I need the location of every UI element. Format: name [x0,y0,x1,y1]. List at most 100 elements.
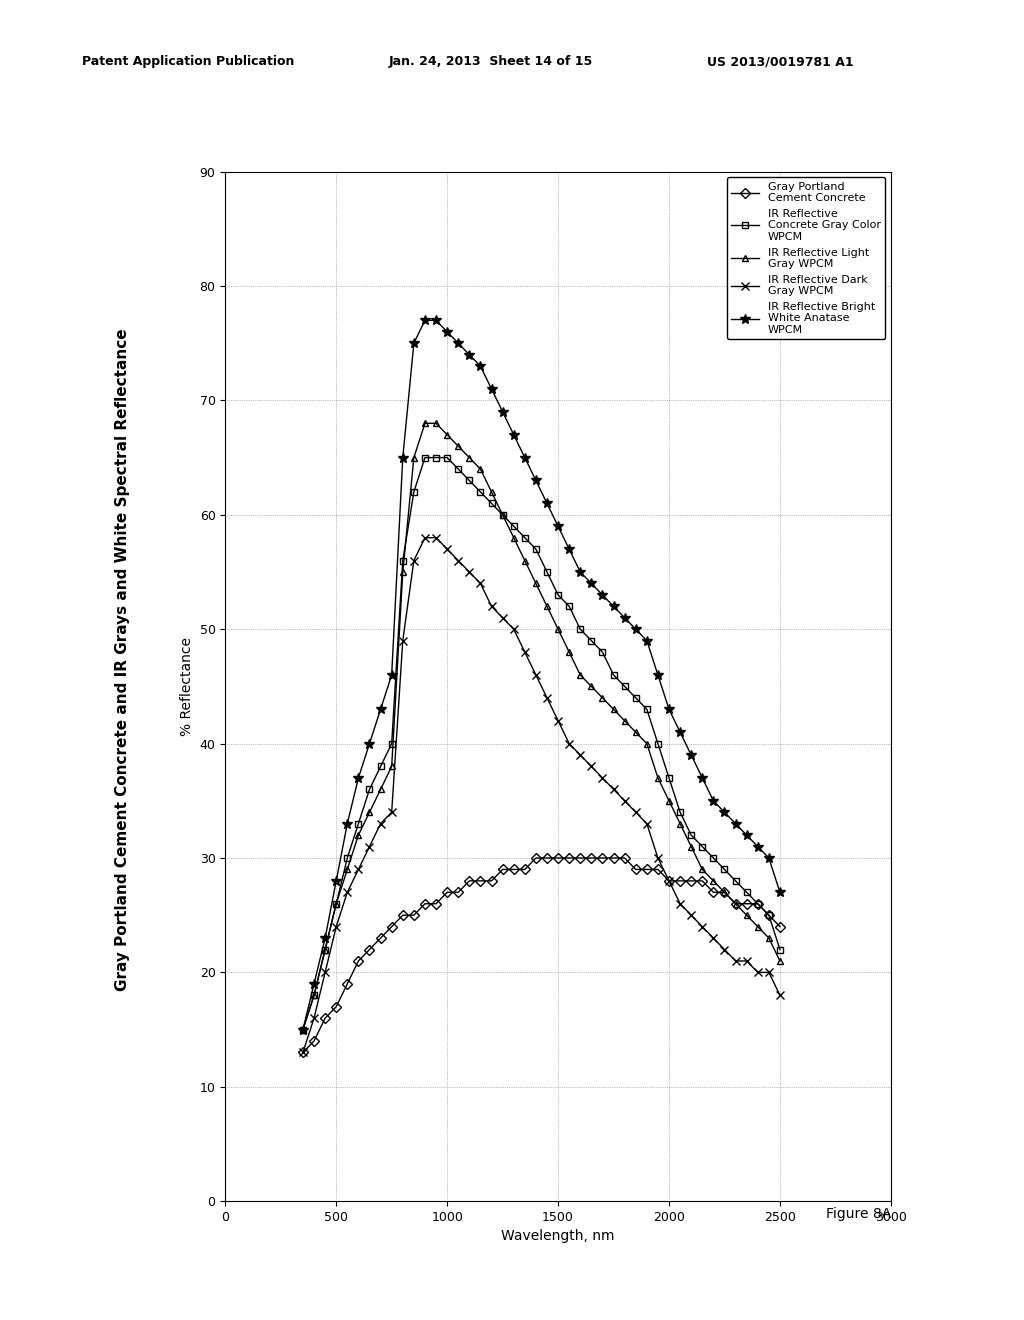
Gray Portland
Cement Concrete [651,862,664,878]
IR Reflective Bright
White Anatase
WPCM [729,816,741,832]
IR Reflective Dark
Gray WPCM [774,987,786,1003]
IR Reflective Bright
White Anatase
WPCM [319,931,332,946]
IR Reflective Bright
White Anatase
WPCM [618,610,631,626]
IR Reflective Light
Gray WPCM [297,1022,309,1038]
IR Reflective
Concrete Gray Color
WPCM [563,598,575,614]
IR Reflective
Concrete Gray Color
WPCM [596,644,608,660]
IR Reflective Dark
Gray WPCM [408,553,420,569]
IR Reflective
Concrete Gray Color
WPCM [430,450,442,466]
IR Reflective Dark
Gray WPCM [474,576,486,591]
IR Reflective
Concrete Gray Color
WPCM [297,1022,309,1038]
X-axis label: Wavelength, nm: Wavelength, nm [502,1229,614,1243]
IR Reflective Light
Gray WPCM [651,770,664,785]
IR Reflective Dark
Gray WPCM [596,770,608,785]
IR Reflective
Concrete Gray Color
WPCM [463,473,475,488]
IR Reflective Light
Gray WPCM [308,987,321,1003]
Gray Portland
Cement Concrete [574,850,587,866]
IR Reflective Dark
Gray WPCM [719,941,731,957]
IR Reflective Dark
Gray WPCM [453,553,465,569]
IR Reflective Light
Gray WPCM [740,907,753,923]
IR Reflective Light
Gray WPCM [618,713,631,729]
IR Reflective Dark
Gray WPCM [364,838,376,854]
IR Reflective Bright
White Anatase
WPCM [708,793,720,809]
Gray Portland
Cement Concrete [474,873,486,888]
IR Reflective Bright
White Anatase
WPCM [674,725,686,741]
IR Reflective
Concrete Gray Color
WPCM [485,495,498,511]
Gray Portland
Cement Concrete [607,850,620,866]
IR Reflective Light
Gray WPCM [685,838,697,854]
IR Reflective
Concrete Gray Color
WPCM [663,770,675,785]
IR Reflective Dark
Gray WPCM [708,931,720,946]
IR Reflective Light
Gray WPCM [586,678,598,694]
Line: IR Reflective Dark
Gray WPCM: IR Reflective Dark Gray WPCM [299,533,784,1056]
IR Reflective Light
Gray WPCM [663,793,675,809]
IR Reflective
Concrete Gray Color
WPCM [497,507,509,523]
IR Reflective Bright
White Anatase
WPCM [408,335,420,351]
IR Reflective Dark
Gray WPCM [385,804,397,820]
IR Reflective Bright
White Anatase
WPCM [641,632,653,648]
Line: IR Reflective Bright
White Anatase
WPCM: IR Reflective Bright White Anatase WPCM [298,315,784,1035]
IR Reflective Bright
White Anatase
WPCM [375,701,387,717]
Gray Portland
Cement Concrete [674,873,686,888]
IR Reflective
Concrete Gray Color
WPCM [685,828,697,843]
IR Reflective Bright
White Anatase
WPCM [763,850,775,866]
Gray Portland
Cement Concrete [385,919,397,935]
IR Reflective Light
Gray WPCM [607,701,620,717]
IR Reflective Light
Gray WPCM [729,896,741,912]
Line: IR Reflective
Concrete Gray Color
WPCM: IR Reflective Concrete Gray Color WPCM [299,454,783,1034]
IR Reflective Bright
White Anatase
WPCM [586,576,598,591]
IR Reflective Bright
White Anatase
WPCM [330,873,342,888]
Gray Portland
Cement Concrete [586,850,598,866]
IR Reflective Light
Gray WPCM [430,416,442,432]
Gray Portland
Cement Concrete [563,850,575,866]
IR Reflective
Concrete Gray Color
WPCM [385,735,397,751]
Gray Portland
Cement Concrete [529,850,542,866]
IR Reflective Dark
Gray WPCM [586,759,598,775]
IR Reflective Dark
Gray WPCM [529,667,542,682]
IR Reflective Dark
Gray WPCM [297,1044,309,1060]
Gray Portland
Cement Concrete [485,873,498,888]
IR Reflective
Concrete Gray Color
WPCM [719,862,731,878]
IR Reflective
Concrete Gray Color
WPCM [319,941,332,957]
Gray Portland
Cement Concrete [685,873,697,888]
IR Reflective Dark
Gray WPCM [607,781,620,797]
IR Reflective
Concrete Gray Color
WPCM [607,667,620,682]
Gray Portland
Cement Concrete [352,953,365,969]
Text: US 2013/0019781 A1: US 2013/0019781 A1 [707,55,853,69]
IR Reflective Dark
Gray WPCM [752,965,764,981]
IR Reflective Dark
Gray WPCM [574,747,587,763]
IR Reflective Light
Gray WPCM [352,828,365,843]
IR Reflective
Concrete Gray Color
WPCM [729,873,741,888]
IR Reflective
Concrete Gray Color
WPCM [574,622,587,638]
IR Reflective Dark
Gray WPCM [763,965,775,981]
Gray Portland
Cement Concrete [774,919,786,935]
Gray Portland
Cement Concrete [740,896,753,912]
IR Reflective Dark
Gray WPCM [563,735,575,751]
IR Reflective
Concrete Gray Color
WPCM [364,781,376,797]
IR Reflective Bright
White Anatase
WPCM [352,770,365,785]
IR Reflective
Concrete Gray Color
WPCM [419,450,431,466]
IR Reflective Dark
Gray WPCM [396,632,409,648]
IR Reflective
Concrete Gray Color
WPCM [541,564,553,579]
Text: Figure 8A: Figure 8A [825,1206,891,1221]
Gray Portland
Cement Concrete [719,884,731,900]
IR Reflective Bright
White Anatase
WPCM [552,519,564,535]
IR Reflective Dark
Gray WPCM [430,529,442,545]
IR Reflective Dark
Gray WPCM [485,598,498,614]
IR Reflective Bright
White Anatase
WPCM [364,735,376,751]
IR Reflective Light
Gray WPCM [752,919,764,935]
IR Reflective Light
Gray WPCM [497,507,509,523]
IR Reflective Bright
White Anatase
WPCM [341,816,353,832]
IR Reflective Bright
White Anatase
WPCM [563,541,575,557]
IR Reflective Dark
Gray WPCM [651,850,664,866]
Gray Portland
Cement Concrete [729,896,741,912]
IR Reflective Light
Gray WPCM [574,667,587,682]
IR Reflective Bright
White Anatase
WPCM [719,804,731,820]
Gray Portland
Cement Concrete [618,850,631,866]
Gray Portland
Cement Concrete [396,907,409,923]
IR Reflective Bright
White Anatase
WPCM [685,747,697,763]
IR Reflective Bright
White Anatase
WPCM [385,667,397,682]
IR Reflective Light
Gray WPCM [641,735,653,751]
Line: Gray Portland
Cement Concrete: Gray Portland Cement Concrete [299,854,783,1056]
IR Reflective Light
Gray WPCM [441,426,454,442]
